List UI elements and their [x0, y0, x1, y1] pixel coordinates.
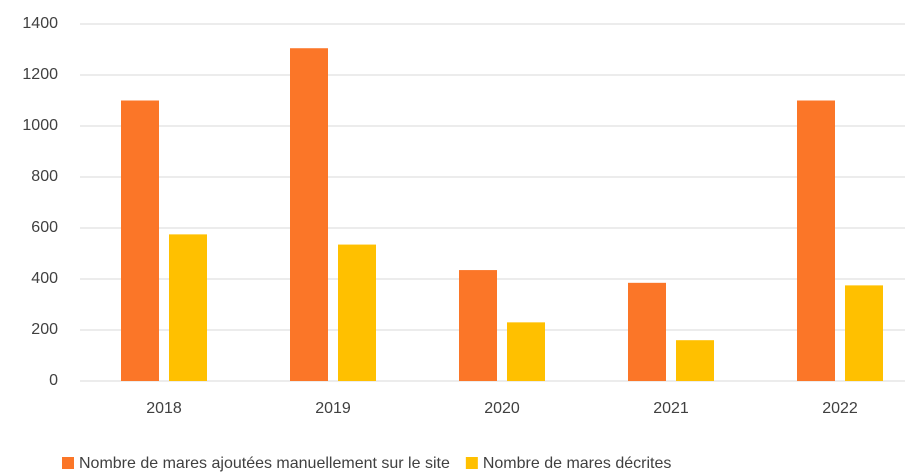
- bar: [459, 270, 497, 381]
- bar: [628, 282, 666, 381]
- x-tick-label: 2020: [484, 400, 520, 417]
- legend-label: Nombre de mares ajoutées manuellement su…: [79, 455, 450, 472]
- y-tick-label: 1000: [22, 117, 58, 134]
- legend-swatch: [465, 457, 478, 469]
- legend-swatch: [62, 457, 74, 469]
- y-tick-label: 0: [49, 372, 58, 389]
- y-tick-label: 1200: [22, 66, 58, 83]
- bar: [797, 100, 835, 381]
- bar: [290, 48, 328, 381]
- x-tick-label: 2021: [653, 400, 689, 417]
- x-tick-label: 2019: [315, 400, 351, 417]
- legend-label: Nombre de mares décrites: [483, 455, 672, 472]
- x-tick-label: 2018: [146, 400, 182, 417]
- x-tick-label: 2022: [822, 400, 858, 417]
- y-tick-label: 1400: [22, 15, 58, 32]
- y-tick-label: 200: [31, 321, 58, 338]
- y-tick-label: 600: [31, 219, 58, 236]
- bar: [169, 234, 207, 381]
- y-tick-label: 800: [31, 168, 58, 185]
- bar: [845, 285, 883, 381]
- y-tick-label: 400: [31, 270, 58, 287]
- bar: [338, 244, 376, 381]
- bar: [676, 340, 714, 381]
- bar: [121, 100, 159, 381]
- bar: [507, 322, 545, 381]
